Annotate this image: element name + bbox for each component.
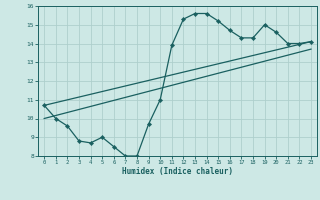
X-axis label: Humidex (Indice chaleur): Humidex (Indice chaleur): [122, 167, 233, 176]
